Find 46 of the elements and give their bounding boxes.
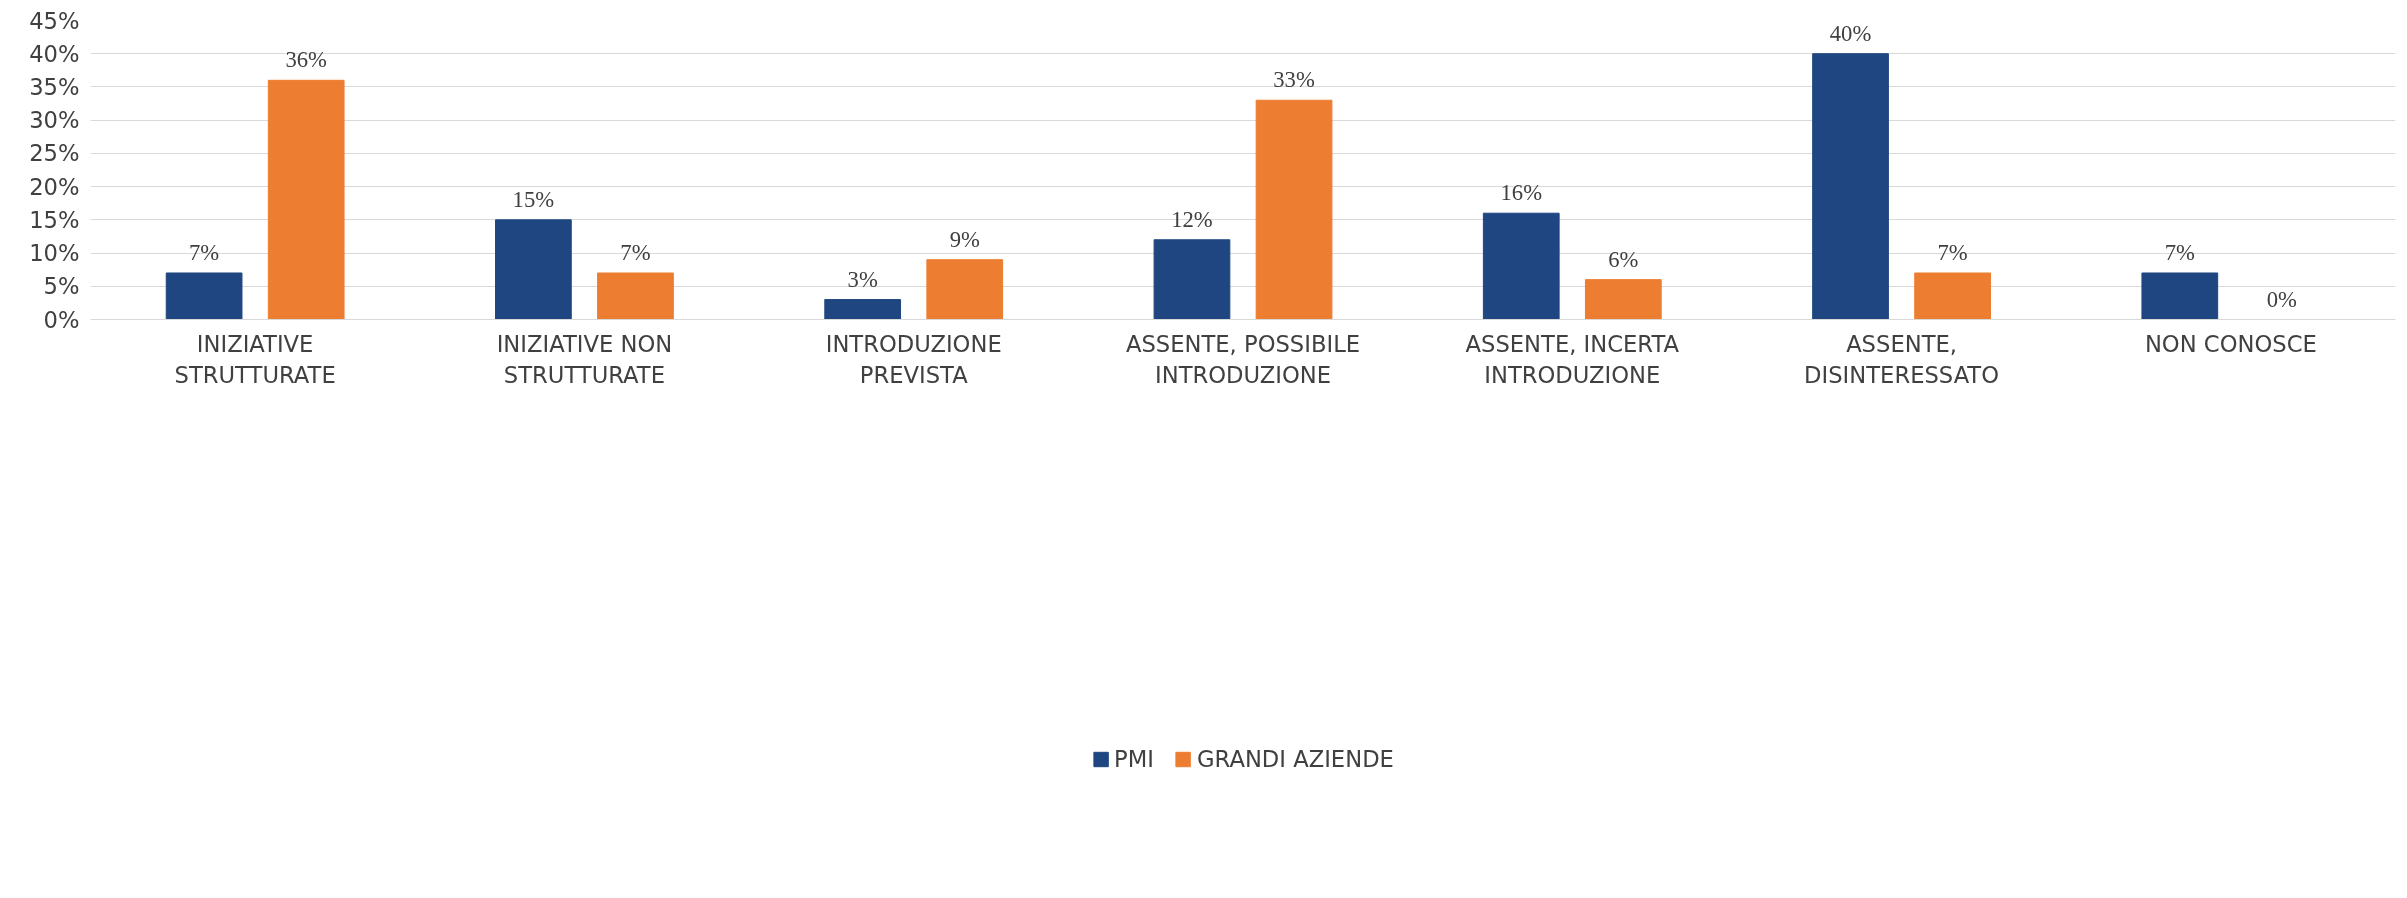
y-tick-label: 15% (29, 206, 80, 233)
legend-label: GRANDI AZIENDE (1197, 745, 1394, 772)
bar (1584, 279, 1662, 320)
data-label: 9% (949, 226, 980, 252)
bar (1482, 212, 1560, 320)
data-label: 16% (1500, 180, 1543, 206)
y-tick-label: 45% (29, 7, 80, 34)
legend-label: PMI (1114, 745, 1155, 772)
data-label: 7% (1937, 239, 1968, 265)
bar (2141, 272, 2219, 320)
bar (495, 219, 572, 320)
y-tick-label: 35% (29, 73, 80, 100)
bar (597, 272, 674, 320)
data-label: 7% (189, 239, 220, 265)
data-label: 15% (512, 186, 555, 212)
y-tick-label: 5% (43, 273, 80, 300)
data-label: 7% (2164, 239, 2196, 265)
x-tick-label: ASSENTE, POSSIBILE INTRODUZIONE (1125, 330, 1361, 388)
bar (926, 259, 1004, 320)
x-tick-label: NON CONOSCE (2144, 330, 2317, 357)
data-label: 12% (1171, 206, 1213, 232)
bar (1812, 53, 1889, 320)
data-label: 3% (847, 266, 878, 292)
data-label: 40% (1829, 20, 1872, 46)
bar (267, 79, 345, 320)
bar (1914, 272, 1991, 320)
x-tick-label: INIZIATIVE STRUTTURATE (174, 330, 336, 388)
bar (824, 299, 902, 320)
y-tick-label: 0% (43, 306, 80, 333)
y-tick-label: 25% (29, 140, 80, 167)
x-tick-label: ASSENTE, INCERTA INTRODUZIONE (1465, 330, 1680, 388)
bar (165, 272, 243, 320)
data-label: 0% (2266, 286, 2298, 312)
data-label: 6% (1608, 246, 1639, 272)
x-tick-label: INTRODUZIONE PREVISTA (825, 330, 1002, 388)
x-tick-label: ASSENTE, DISINTERESSATO (1804, 330, 2000, 388)
x-tick-label: INIZIATIVE NON STRUTTURATE (496, 330, 673, 388)
bar (1255, 99, 1333, 320)
data-label: 33% (1273, 67, 1315, 93)
y-tick-label: 20% (29, 173, 80, 200)
data-label: 36% (285, 47, 328, 73)
y-tick-label: 30% (29, 107, 80, 134)
y-tick-label: 40% (29, 40, 80, 67)
y-tick-label: 10% (29, 240, 80, 267)
bar (1153, 239, 1231, 320)
data-label: 7% (620, 239, 651, 265)
